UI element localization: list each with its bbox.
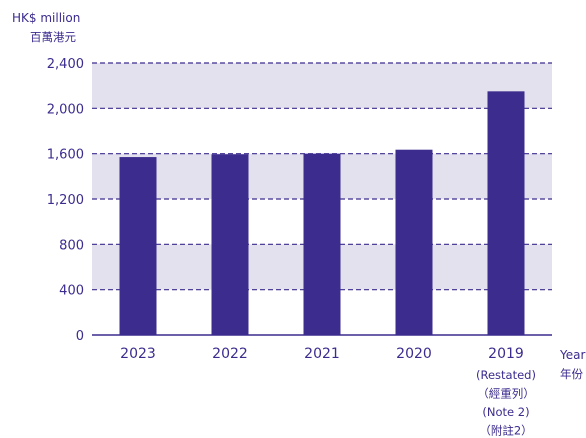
y-tick-label: 2,000 <box>47 102 84 117</box>
bar-2019 <box>487 91 525 335</box>
x-tick-note: （經重列） <box>477 387 535 401</box>
band-2000-2400 <box>92 63 552 109</box>
x-tick-label-2020: 2020 <box>396 346 432 362</box>
bar-2020 <box>395 149 433 335</box>
y-tick-label: 0 <box>76 329 84 344</box>
x-axis-title: Year 年份 <box>559 348 585 381</box>
x-axis-title-zh: 年份 <box>560 367 583 381</box>
bars <box>119 91 525 335</box>
y-axis-tick-labels: 0 400 800 1,200 1,600 2,000 2,400 <box>47 57 84 344</box>
x-tick-label-2019: 2019 <box>488 346 524 362</box>
unit-label-zh: 百萬港元 <box>30 30 76 44</box>
x-axis-title-en: Year <box>559 348 585 362</box>
y-tick-label: 800 <box>59 238 84 253</box>
unit-label-en: HK$ million <box>12 11 80 25</box>
bar-2021 <box>303 153 341 335</box>
bar-2023 <box>119 157 157 335</box>
bar-2022 <box>211 154 249 335</box>
x-tick-note: (Note 2) <box>482 405 529 419</box>
x-tick-note: （附註2） <box>479 424 532 438</box>
y-tick-label: 1,200 <box>47 193 84 208</box>
y-tick-label: 400 <box>59 284 84 299</box>
x-tick-label-2021: 2021 <box>304 346 340 362</box>
unit-label: HK$ million 百萬港元 <box>12 11 80 44</box>
gridlines <box>92 62 552 291</box>
x-tick-label-2023: 2023 <box>120 346 156 362</box>
x-tick-note: (Restated) <box>476 368 536 382</box>
y-tick-label: 1,600 <box>47 148 84 163</box>
y-tick-label: 2,400 <box>47 57 84 72</box>
x-tick-label-2022: 2022 <box>212 346 248 362</box>
x-axis-tick-labels: 2023 2022 2021 2020 2019 (Restated) （經重列） (Note… <box>120 346 536 438</box>
